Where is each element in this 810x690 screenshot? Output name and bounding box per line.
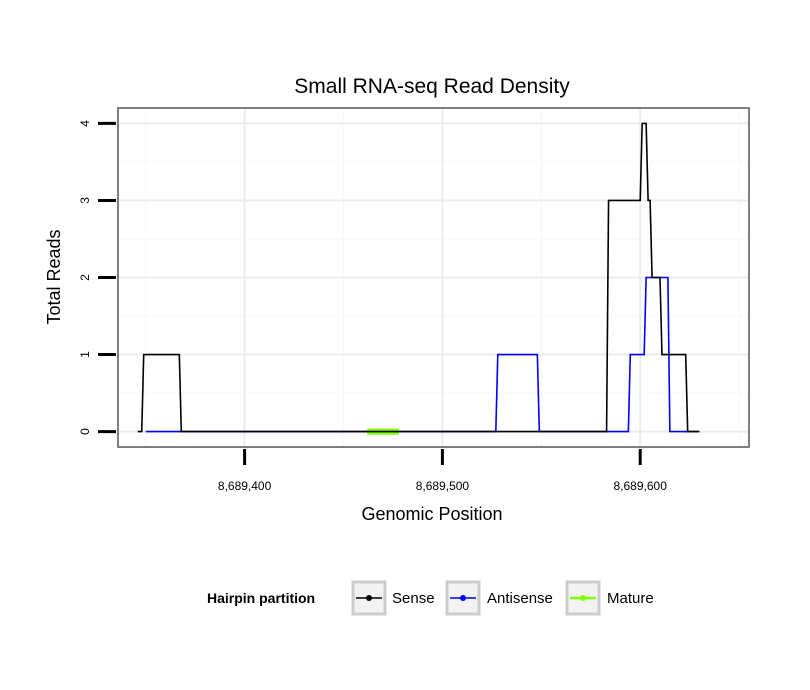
legend-label-mature: Mature xyxy=(607,590,654,607)
series-layer xyxy=(137,122,700,435)
y-tick-label: 3 xyxy=(78,197,92,204)
series-line-sense xyxy=(137,122,700,433)
panel-border xyxy=(117,107,750,448)
x-axis-title: Genomic Position xyxy=(361,504,502,524)
y-tick-label: 4 xyxy=(78,120,92,127)
series-line-antisense xyxy=(145,276,698,433)
y-axis: 0 1 2 3 4 xyxy=(78,120,116,435)
legend-label-sense: Sense xyxy=(392,590,435,607)
legend: Hairpin partition Sense Antisense Mature xyxy=(207,580,654,616)
y-axis-title: Total Reads xyxy=(44,229,64,324)
y-tick-label: 1 xyxy=(78,351,92,358)
x-tick-label: 8,689,400 xyxy=(218,479,272,493)
legend-point-sense xyxy=(366,595,372,601)
legend-label-antisense: Antisense xyxy=(487,590,553,607)
plot-panel xyxy=(117,107,750,448)
x-tick-label: 8,689,500 xyxy=(416,479,470,493)
y-tick-label: 2 xyxy=(78,274,92,281)
chart-title: Small RNA-seq Read Density xyxy=(294,75,570,98)
legend-item-mature: Mature xyxy=(565,580,654,616)
x-axis: 8,689,400 8,689,500 8,689,600 xyxy=(218,449,667,493)
legend-item-antisense: Antisense xyxy=(445,580,553,616)
legend-title: Hairpin partition xyxy=(207,590,315,606)
x-tick-label: 8,689,600 xyxy=(614,479,668,493)
y-tick-label: 0 xyxy=(78,428,92,435)
legend-item-sense: Sense xyxy=(351,580,435,616)
legend-point-antisense xyxy=(460,595,466,601)
legend-point-mature xyxy=(580,595,586,601)
